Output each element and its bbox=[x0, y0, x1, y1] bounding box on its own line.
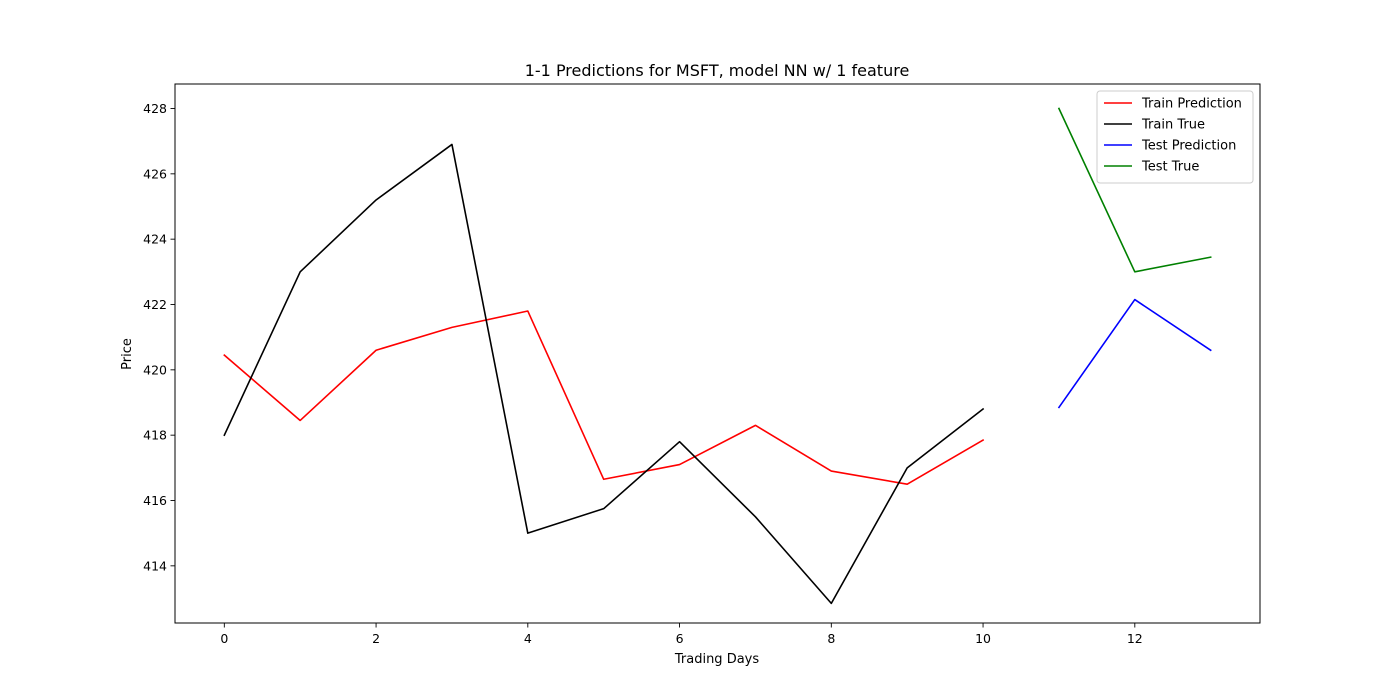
y-tick-label: 422 bbox=[143, 297, 167, 312]
legend-label-train-true: Train True bbox=[1141, 118, 1205, 133]
x-tick-label: 2 bbox=[372, 631, 380, 646]
legend: Train Prediction Train True Test Predictio… bbox=[1096, 90, 1254, 184]
legend-label-test-true: Test True bbox=[1141, 160, 1199, 175]
plot-frame bbox=[174, 83, 1261, 624]
y-tick-label: 428 bbox=[143, 101, 167, 116]
y-tick-label: 418 bbox=[143, 428, 167, 443]
y-tick-label: 420 bbox=[143, 362, 167, 377]
legend-label-test-prediction: Test Prediction bbox=[1141, 139, 1236, 154]
x-tick-label: 0 bbox=[220, 631, 228, 646]
y-tick-label: 414 bbox=[143, 558, 167, 573]
x-tick-label: 12 bbox=[1127, 631, 1143, 646]
chart-title: 1-1 Predictions for MSFT, model NN w/ 1 … bbox=[525, 61, 910, 80]
series-line-train-true bbox=[223, 143, 985, 605]
x-tick-label: 4 bbox=[524, 631, 532, 646]
plot-area: 0 2 4 6 8 10 12 414 416 418 420 422 424 426 428 bbox=[143, 83, 1261, 646]
y-tick-label: 416 bbox=[143, 493, 167, 508]
y-tick-label: 426 bbox=[143, 166, 167, 181]
legend-box bbox=[1096, 90, 1254, 184]
x-axis-label: Trading Days bbox=[674, 652, 759, 667]
y-tick-label: 424 bbox=[143, 232, 167, 247]
series-line-test-true bbox=[1057, 107, 1212, 273]
y-axis-label: Price bbox=[120, 338, 135, 370]
x-tick-label: 10 bbox=[975, 631, 991, 646]
series-line-train-prediction bbox=[223, 310, 985, 485]
x-tick-label: 6 bbox=[676, 631, 684, 646]
series-line-test-prediction bbox=[1057, 298, 1212, 409]
legend-label-train-prediction: Train Prediction bbox=[1141, 97, 1242, 112]
x-tick-label: 8 bbox=[827, 631, 835, 646]
